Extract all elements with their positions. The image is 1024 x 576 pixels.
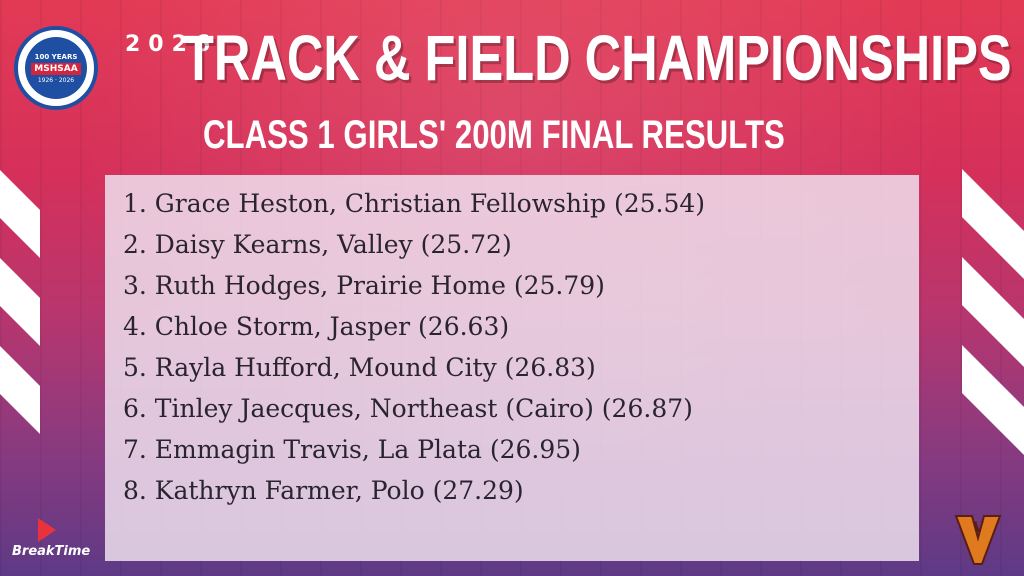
logo-top-text: 100 YEARS (34, 52, 78, 61)
mshsaa-logo: 100 YEARS MSHSAA 1926 · 2026 (14, 26, 98, 110)
school-logo-letter: V (972, 520, 985, 536)
stripe (962, 345, 1024, 455)
right-stripes (952, 169, 1024, 464)
page-title: TRACK & FIELD CHAMPIONSHIPS (183, 22, 1012, 94)
breaktime-label: BreakTime (12, 544, 91, 559)
school-v-icon: V (954, 515, 1002, 565)
stripe (0, 258, 40, 346)
left-stripes (0, 170, 72, 454)
result-item: 5. Rayla Hufford, Mound City (26.83) (123, 353, 596, 382)
result-item: 8. Kathryn Farmer, Polo (27.29) (123, 476, 524, 505)
mshsaa-seal: 100 YEARS MSHSAA 1926 · 2026 (25, 37, 87, 99)
result-item: 4. Chloe Storm, Jasper (26.63) (123, 312, 510, 341)
results-list: 1. Grace Heston, Christian Fellowship (2… (105, 175, 919, 511)
result-item: 1. Grace Heston, Christian Fellowship (2… (123, 189, 706, 218)
school-logo: V (954, 512, 1002, 566)
logo-years: 1926 · 2026 (37, 76, 75, 84)
breaktime-arrow-icon (38, 518, 56, 542)
result-item: 3. Ruth Hodges, Prairie Home (25.79) (123, 271, 605, 300)
stripe (0, 346, 40, 434)
page-subtitle: CLASS 1 GIRLS' 200M FINAL RESULTS (203, 113, 785, 157)
results-panel: 1. Grace Heston, Christian Fellowship (2… (105, 175, 919, 561)
year-label: 2026 (125, 30, 210, 60)
result-item: 6. Tinley Jaecques, Northeast (Cairo) (2… (123, 394, 693, 423)
stripe (962, 257, 1024, 367)
breaktime-logo: BreakTime (12, 518, 92, 568)
result-item: 7. Emmagin Travis, La Plata (26.95) (123, 435, 581, 464)
logo-text: MSHSAA (31, 62, 81, 75)
result-item: 2. Daisy Kearns, Valley (25.72) (123, 230, 512, 259)
